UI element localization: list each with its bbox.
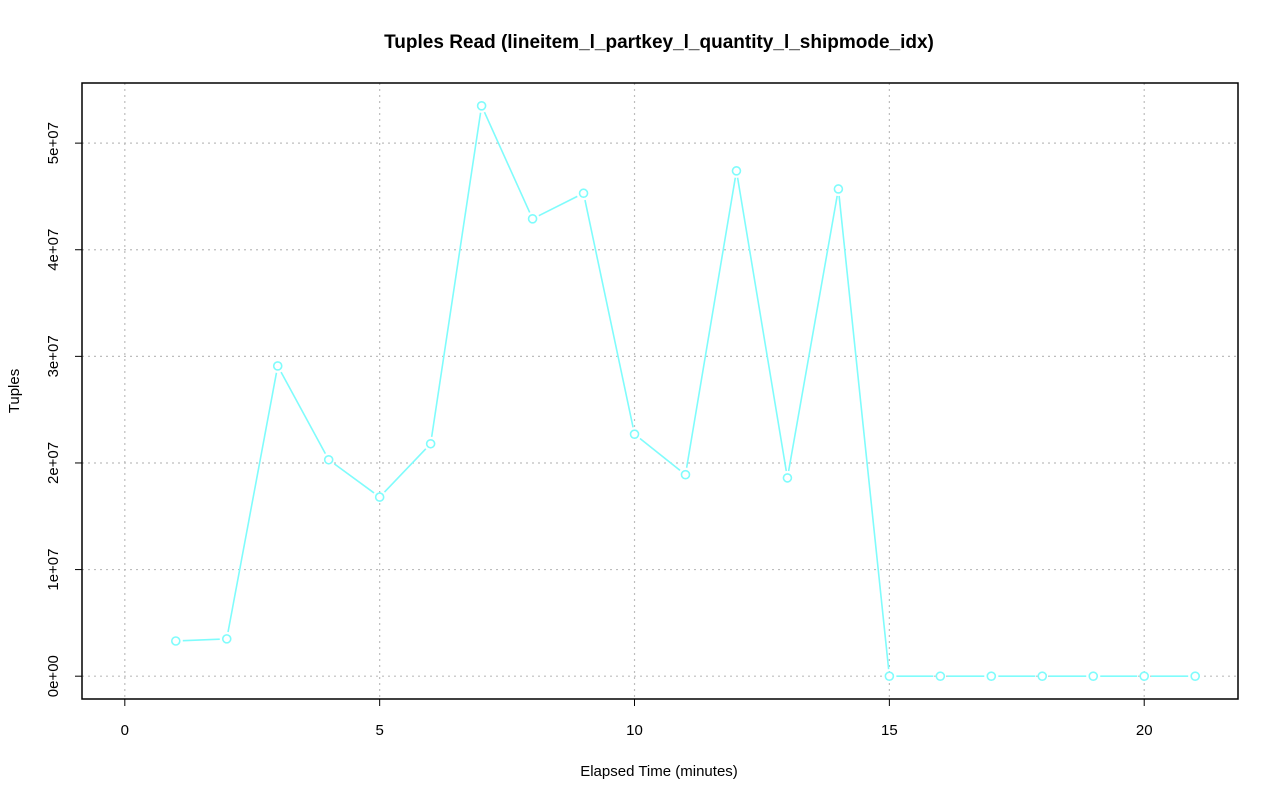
x-axis-label: Elapsed Time (minutes) bbox=[580, 763, 738, 780]
data-point bbox=[578, 188, 589, 199]
y-tick-label: 4e+07 bbox=[45, 229, 62, 271]
series-line-segment bbox=[787, 195, 838, 472]
data-point bbox=[272, 361, 283, 371]
data-point bbox=[731, 166, 742, 176]
plot-frame bbox=[81, 82, 1239, 700]
data-point bbox=[629, 429, 640, 439]
y-tick-label: 5e+07 bbox=[45, 122, 62, 164]
data-point bbox=[1037, 671, 1048, 681]
data-point bbox=[884, 671, 895, 681]
series-line-segment bbox=[333, 463, 375, 494]
data-point bbox=[1088, 671, 1099, 681]
grid bbox=[82, 83, 1238, 699]
data-point bbox=[935, 671, 946, 681]
data-point bbox=[476, 101, 487, 111]
data-point bbox=[1139, 671, 1150, 681]
x-tick-label: 5 bbox=[375, 722, 383, 739]
y-axis: 0e+00 1e+07 2e+07 3e+07 4e+07 5e+07 bbox=[45, 122, 83, 697]
data-point bbox=[527, 214, 538, 224]
data-point bbox=[833, 184, 844, 194]
series-line-segment bbox=[736, 177, 788, 472]
y-tick-label: 3e+07 bbox=[45, 335, 62, 377]
series-line-segment bbox=[838, 195, 890, 670]
data-point bbox=[425, 438, 436, 449]
series-line-segment bbox=[685, 177, 737, 468]
series-line-segment bbox=[584, 199, 634, 428]
x-tick-label: 10 bbox=[626, 722, 643, 739]
series-line-segment bbox=[483, 111, 531, 213]
y-tick-label: 0e+00 bbox=[45, 655, 62, 697]
x-axis: 0 5 10 15 20 bbox=[121, 698, 1153, 739]
data-point bbox=[782, 473, 793, 483]
series-line-segment bbox=[227, 372, 278, 633]
series-line-segment bbox=[639, 437, 681, 471]
series-line-segment bbox=[538, 195, 578, 217]
y-tick-label: 1e+07 bbox=[45, 549, 62, 591]
series-line-segment bbox=[280, 371, 327, 454]
y-axis-label: Tuples bbox=[6, 369, 23, 413]
series-tuples-read bbox=[170, 101, 1200, 681]
chart-title: Tuples Read (lineitem_l_partkey_l_quanti… bbox=[384, 32, 934, 53]
x-tick-label: 15 bbox=[881, 722, 898, 739]
data-point bbox=[221, 634, 232, 644]
series-line-segment bbox=[182, 638, 220, 642]
x-tick-label: 0 bbox=[121, 722, 129, 739]
data-point bbox=[1190, 671, 1200, 681]
y-tick-label: 2e+07 bbox=[45, 442, 62, 484]
data-point bbox=[170, 636, 181, 646]
data-point bbox=[986, 671, 997, 681]
data-point bbox=[680, 469, 691, 480]
series-line-segment bbox=[430, 112, 482, 437]
data-point bbox=[374, 492, 385, 502]
data-point bbox=[323, 454, 334, 465]
x-tick-label: 20 bbox=[1136, 722, 1153, 739]
series-line-segment bbox=[383, 448, 427, 493]
